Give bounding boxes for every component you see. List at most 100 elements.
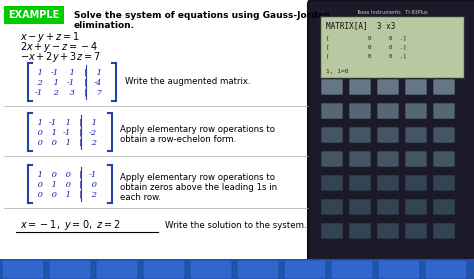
FancyBboxPatch shape (2, 260, 44, 279)
FancyBboxPatch shape (349, 79, 371, 95)
Text: |: | (79, 139, 82, 147)
Text: 1, 1=0: 1, 1=0 (326, 69, 348, 74)
Text: 1: 1 (35, 171, 43, 179)
FancyBboxPatch shape (405, 103, 427, 119)
FancyBboxPatch shape (190, 260, 232, 279)
FancyBboxPatch shape (321, 127, 343, 143)
Text: 1: 1 (35, 69, 43, 77)
FancyBboxPatch shape (349, 151, 371, 167)
FancyBboxPatch shape (321, 223, 343, 239)
FancyBboxPatch shape (405, 199, 427, 215)
FancyBboxPatch shape (49, 260, 91, 279)
FancyBboxPatch shape (4, 6, 64, 24)
Text: EXAMPLE: EXAMPLE (9, 10, 60, 20)
FancyBboxPatch shape (377, 79, 399, 95)
Text: 1: 1 (67, 69, 75, 77)
FancyBboxPatch shape (433, 223, 455, 239)
FancyBboxPatch shape (237, 260, 279, 279)
FancyBboxPatch shape (349, 223, 371, 239)
Text: |: | (83, 79, 86, 87)
Text: Apply elementary row operations to: Apply elementary row operations to (120, 124, 275, 133)
FancyBboxPatch shape (349, 199, 371, 215)
Text: 0: 0 (49, 139, 57, 147)
FancyBboxPatch shape (433, 79, 455, 95)
Text: 0: 0 (89, 181, 97, 189)
FancyBboxPatch shape (308, 0, 474, 263)
Text: 1: 1 (49, 129, 57, 137)
FancyBboxPatch shape (433, 199, 455, 215)
Text: 0: 0 (49, 191, 57, 199)
FancyBboxPatch shape (377, 199, 399, 215)
FancyBboxPatch shape (321, 151, 343, 167)
Text: [           0     0  .]: [ 0 0 .] (326, 44, 407, 49)
Bar (0, 0, 312, 259)
FancyBboxPatch shape (349, 175, 371, 191)
Text: |: | (79, 181, 82, 189)
FancyBboxPatch shape (377, 175, 399, 191)
Text: |: | (79, 191, 82, 199)
FancyBboxPatch shape (405, 175, 427, 191)
FancyBboxPatch shape (433, 127, 455, 143)
Text: elimination.: elimination. (74, 20, 135, 30)
Text: 2: 2 (89, 191, 97, 199)
FancyBboxPatch shape (377, 223, 399, 239)
FancyBboxPatch shape (405, 151, 427, 167)
Text: 0: 0 (35, 181, 43, 189)
Text: 0: 0 (35, 191, 43, 199)
Text: 0: 0 (35, 129, 43, 137)
Text: -2: -2 (89, 129, 97, 137)
Text: Solve the system of equations using Gauss-Jordan: Solve the system of equations using Gaus… (74, 11, 330, 20)
Text: $-x + 2y + 3z = 7$: $-x + 2y + 3z = 7$ (20, 50, 100, 64)
Text: -1: -1 (49, 119, 57, 127)
Text: [           0     0  .]: [ 0 0 .] (326, 35, 407, 40)
Text: [           0     0  .]: [ 0 0 .] (326, 54, 407, 59)
Text: 7: 7 (94, 89, 102, 97)
Text: -4: -4 (94, 79, 102, 87)
Text: -1: -1 (67, 79, 75, 87)
Text: 1: 1 (63, 139, 71, 147)
FancyBboxPatch shape (425, 260, 467, 279)
FancyBboxPatch shape (405, 127, 427, 143)
Text: 2: 2 (89, 139, 97, 147)
Text: Write the augmented matrix.: Write the augmented matrix. (125, 78, 251, 86)
Text: 1: 1 (89, 119, 97, 127)
FancyBboxPatch shape (378, 260, 420, 279)
Text: 1: 1 (49, 181, 57, 189)
Text: 1: 1 (63, 119, 71, 127)
FancyBboxPatch shape (405, 223, 427, 239)
FancyBboxPatch shape (433, 151, 455, 167)
Text: 2: 2 (51, 89, 59, 97)
Text: 1: 1 (63, 191, 71, 199)
Text: 1: 1 (51, 79, 59, 87)
Bar (0, 259, 474, 279)
Text: -1: -1 (35, 89, 43, 97)
FancyBboxPatch shape (321, 79, 343, 95)
Text: $2x + y - z = -4$: $2x + y - z = -4$ (20, 40, 98, 54)
FancyBboxPatch shape (377, 127, 399, 143)
Text: Write the solution to the system.: Write the solution to the system. (165, 220, 307, 230)
Text: |: | (83, 89, 86, 97)
Text: 3: 3 (67, 89, 75, 97)
FancyBboxPatch shape (433, 175, 455, 191)
Text: MATRIX[A]  3 x3: MATRIX[A] 3 x3 (326, 21, 395, 30)
Text: 1: 1 (35, 119, 43, 127)
Text: obtain zeros above the leading 1s in: obtain zeros above the leading 1s in (120, 182, 277, 191)
Text: |: | (79, 119, 82, 127)
FancyBboxPatch shape (349, 127, 371, 143)
Text: each row.: each row. (120, 193, 161, 201)
Text: 0: 0 (63, 171, 71, 179)
Text: |: | (79, 129, 82, 137)
Text: -1: -1 (63, 129, 71, 137)
Text: |: | (79, 171, 82, 179)
Text: Apply elementary row operations to: Apply elementary row operations to (120, 172, 275, 182)
Text: Texas Instruments   TI-83Plus: Texas Instruments TI-83Plus (356, 9, 428, 15)
Text: |: | (83, 69, 86, 77)
FancyBboxPatch shape (320, 16, 464, 78)
FancyBboxPatch shape (321, 199, 343, 215)
Text: 0: 0 (49, 171, 57, 179)
FancyBboxPatch shape (405, 79, 427, 95)
Text: obtain a row-echelon form.: obtain a row-echelon form. (120, 134, 236, 143)
FancyBboxPatch shape (377, 103, 399, 119)
FancyBboxPatch shape (321, 175, 343, 191)
FancyBboxPatch shape (143, 260, 185, 279)
